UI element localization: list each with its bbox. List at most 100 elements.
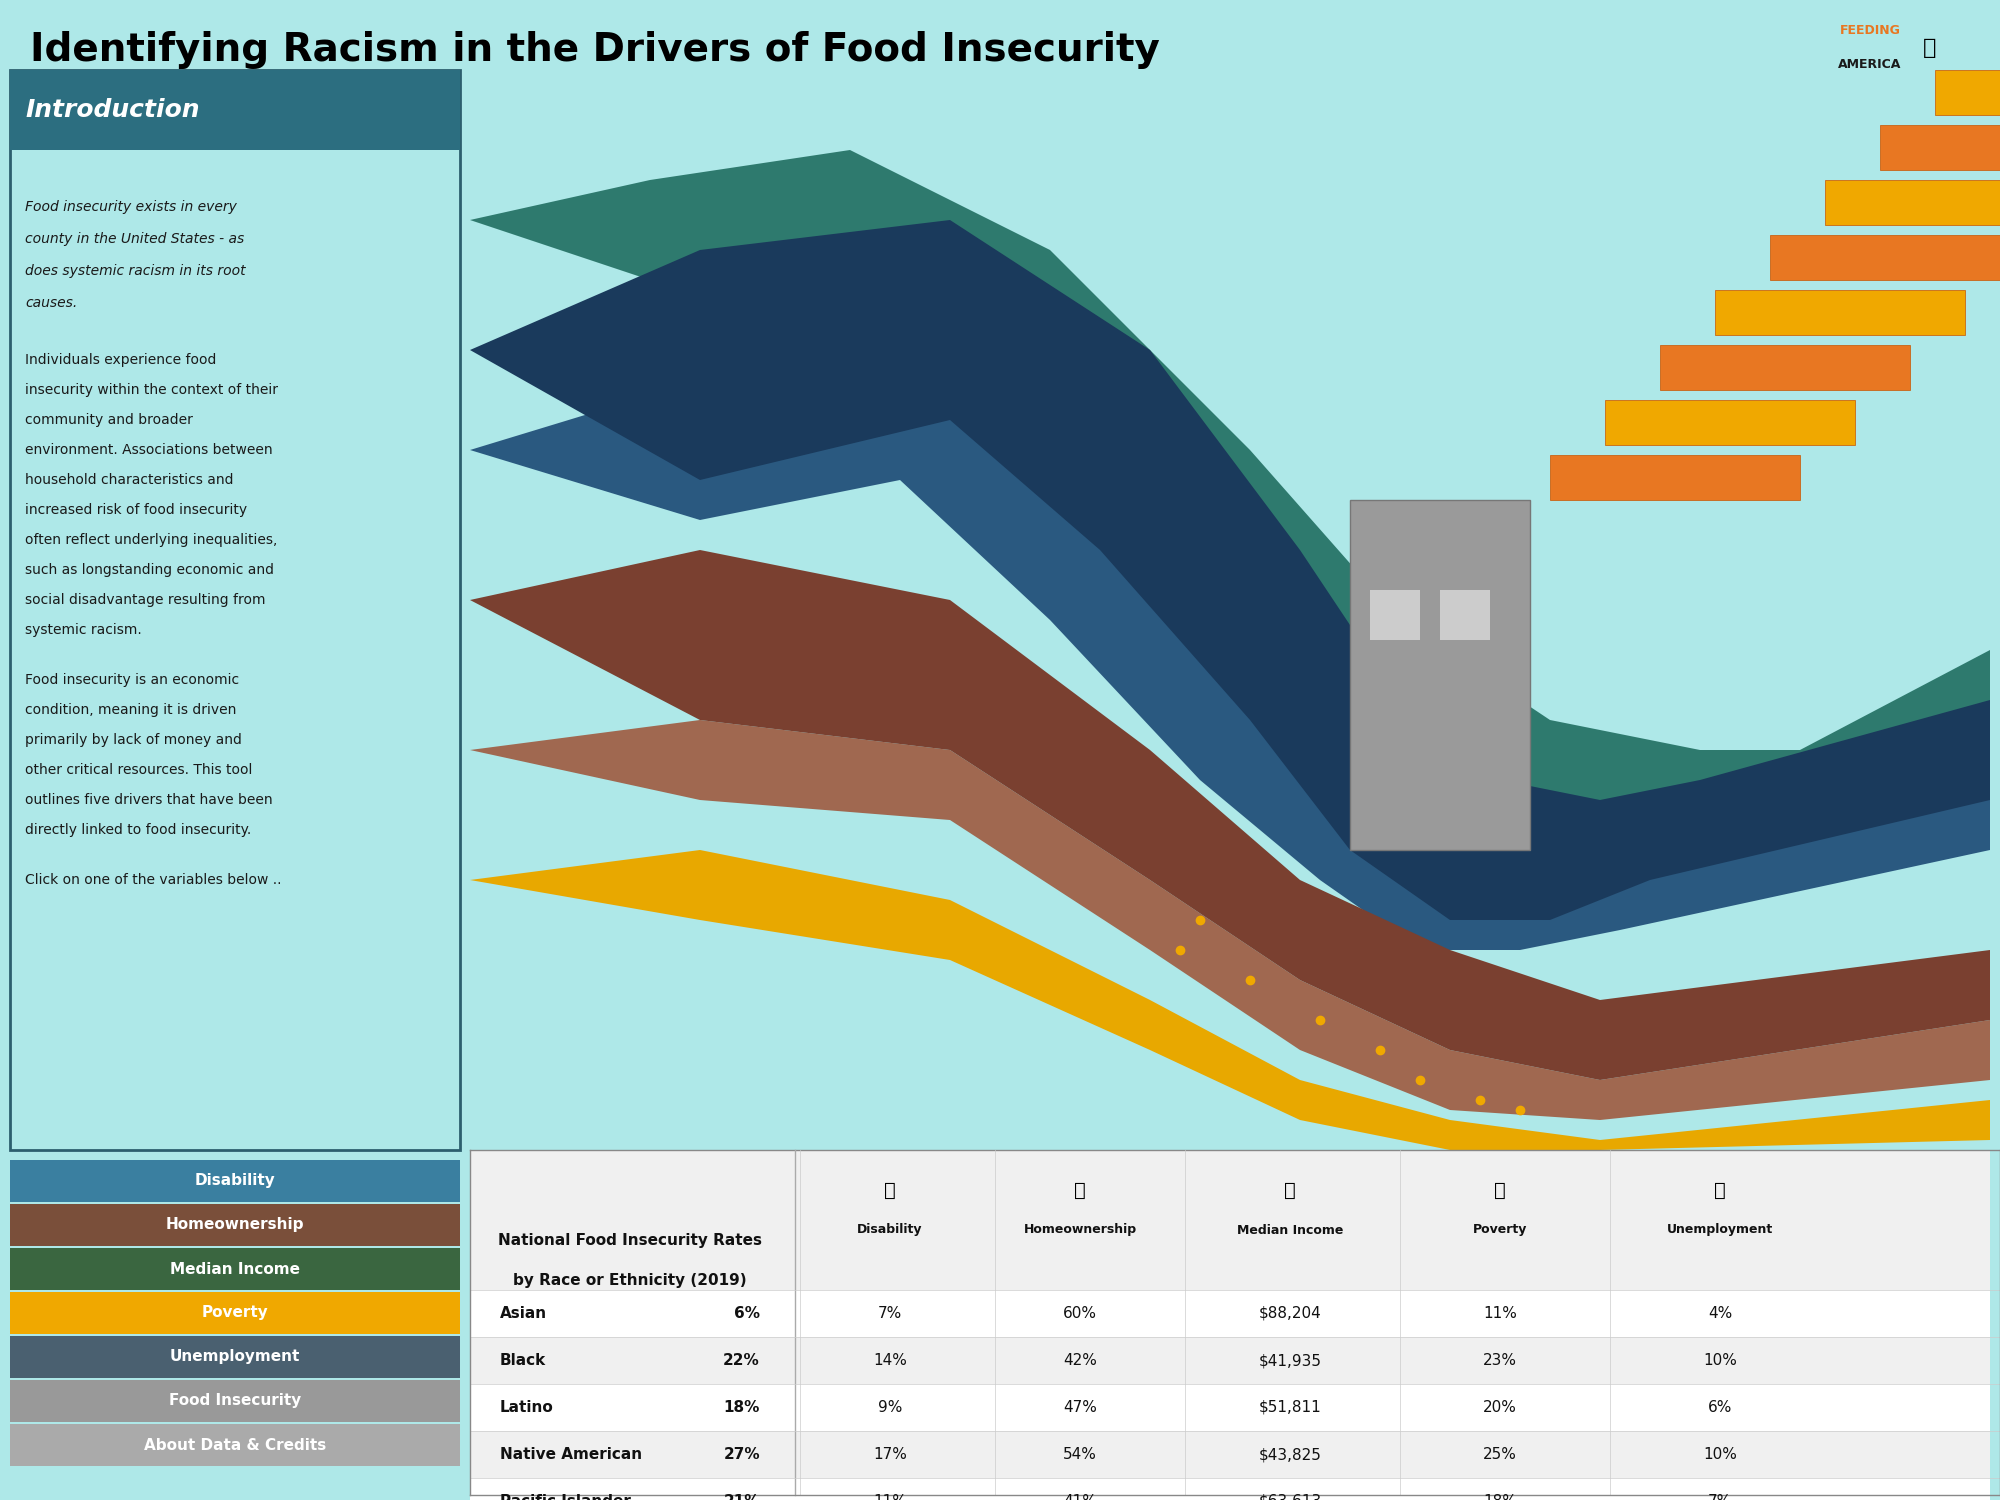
Text: social disadvantage resulting from: social disadvantage resulting from bbox=[24, 592, 266, 608]
Text: 10%: 10% bbox=[1704, 1353, 1736, 1368]
Text: county in the United States - as: county in the United States - as bbox=[24, 232, 244, 246]
Text: AMERICA: AMERICA bbox=[1838, 58, 1902, 72]
Text: 41%: 41% bbox=[1064, 1494, 1096, 1500]
Bar bbox=[10, 1204, 460, 1246]
Text: 20%: 20% bbox=[1484, 1400, 1516, 1414]
Text: 7%: 7% bbox=[878, 1306, 902, 1322]
Text: 10%: 10% bbox=[1704, 1448, 1736, 1462]
Text: 🌾: 🌾 bbox=[1924, 38, 1936, 58]
Text: Identifying Racism in the Drivers of Food Insecurity: Identifying Racism in the Drivers of Foo… bbox=[30, 32, 1160, 69]
Text: Introduction: Introduction bbox=[24, 98, 200, 122]
Text: Food Insecurity: Food Insecurity bbox=[168, 1394, 302, 1408]
Text: directly linked to food insecurity.: directly linked to food insecurity. bbox=[24, 824, 252, 837]
Text: often reflect underlying inequalities,: often reflect underlying inequalities, bbox=[24, 532, 278, 548]
Text: Pacific Islander: Pacific Islander bbox=[500, 1494, 630, 1500]
Bar bbox=[1880, 124, 2000, 170]
Text: About Data & Credits: About Data & Credits bbox=[144, 1437, 326, 1452]
Text: primarily by lack of money and: primarily by lack of money and bbox=[24, 734, 242, 747]
Text: 18%: 18% bbox=[1484, 1494, 1516, 1500]
Text: Disability: Disability bbox=[858, 1224, 922, 1236]
Text: Homeownership: Homeownership bbox=[1024, 1224, 1136, 1236]
Text: 11%: 11% bbox=[1484, 1306, 1516, 1322]
Bar bbox=[1936, 70, 2000, 116]
Bar bbox=[10, 1424, 460, 1466]
Text: Latino: Latino bbox=[500, 1400, 554, 1414]
Text: 11%: 11% bbox=[874, 1494, 906, 1500]
Bar bbox=[470, 1336, 1990, 1384]
PathPatch shape bbox=[470, 220, 1990, 920]
Text: 17%: 17% bbox=[874, 1448, 906, 1462]
Text: Food insecurity exists in every: Food insecurity exists in every bbox=[24, 200, 236, 214]
Bar bbox=[1780, 0, 1980, 100]
Bar bbox=[1350, 500, 1530, 850]
Text: Median Income: Median Income bbox=[1236, 1224, 1344, 1236]
Text: Unemployment: Unemployment bbox=[170, 1350, 300, 1365]
Text: $51,811: $51,811 bbox=[1258, 1400, 1322, 1414]
Text: Homeownership: Homeownership bbox=[166, 1218, 304, 1233]
Bar bbox=[10, 1292, 460, 1334]
Bar bbox=[10, 1336, 460, 1378]
Text: 27%: 27% bbox=[724, 1448, 760, 1462]
Bar bbox=[470, 1150, 790, 1350]
Text: 21%: 21% bbox=[724, 1494, 760, 1500]
Bar bbox=[470, 1290, 1990, 1336]
Bar bbox=[1370, 590, 1420, 640]
Text: other critical resources. This tool: other critical resources. This tool bbox=[24, 764, 252, 777]
Text: 🏠: 🏠 bbox=[1074, 1180, 1086, 1200]
Bar bbox=[1770, 236, 2000, 280]
Text: systemic racism.: systemic racism. bbox=[24, 622, 142, 638]
PathPatch shape bbox=[470, 850, 1990, 1150]
Text: Individuals experience food: Individuals experience food bbox=[24, 352, 216, 368]
Text: increased risk of food insecurity: increased risk of food insecurity bbox=[24, 503, 248, 518]
Text: Native American: Native American bbox=[500, 1448, 642, 1462]
Text: 💰: 💰 bbox=[1284, 1180, 1296, 1200]
Text: 25%: 25% bbox=[1484, 1448, 1516, 1462]
PathPatch shape bbox=[470, 550, 1990, 1080]
Text: condition, meaning it is driven: condition, meaning it is driven bbox=[24, 704, 236, 717]
Text: National Food Insecurity Rates: National Food Insecurity Rates bbox=[498, 1233, 762, 1248]
Text: community and broader: community and broader bbox=[24, 413, 192, 428]
Bar bbox=[470, 70, 1990, 1150]
Text: environment. Associations between: environment. Associations between bbox=[24, 442, 272, 458]
Text: 💲: 💲 bbox=[1494, 1180, 1506, 1200]
PathPatch shape bbox=[470, 350, 1990, 950]
Text: 22%: 22% bbox=[724, 1353, 760, 1368]
Text: $88,204: $88,204 bbox=[1258, 1306, 1322, 1322]
Text: insecurity within the context of their: insecurity within the context of their bbox=[24, 382, 278, 398]
Bar bbox=[470, 1150, 1990, 1496]
Bar bbox=[10, 1160, 460, 1202]
Text: household characteristics and: household characteristics and bbox=[24, 472, 234, 488]
Bar bbox=[10, 70, 460, 1150]
Text: FEEDING: FEEDING bbox=[1840, 24, 1900, 36]
Bar bbox=[470, 1384, 1990, 1431]
Text: Poverty: Poverty bbox=[202, 1305, 268, 1320]
Bar bbox=[10, 1380, 460, 1422]
PathPatch shape bbox=[470, 150, 1990, 821]
Text: ➕: ➕ bbox=[884, 1180, 896, 1200]
Text: Unemployment: Unemployment bbox=[1666, 1224, 1774, 1236]
Bar bbox=[470, 1431, 1990, 1478]
Text: 42%: 42% bbox=[1064, 1353, 1096, 1368]
Bar bbox=[10, 70, 460, 150]
Bar bbox=[1440, 590, 1490, 640]
Text: 4%: 4% bbox=[1708, 1306, 1732, 1322]
Text: 🧳: 🧳 bbox=[1714, 1180, 1726, 1200]
Text: Poverty: Poverty bbox=[1472, 1224, 1528, 1236]
PathPatch shape bbox=[470, 720, 1990, 1120]
Text: $63,613: $63,613 bbox=[1258, 1494, 1322, 1500]
Text: 18%: 18% bbox=[724, 1400, 760, 1414]
Text: 54%: 54% bbox=[1064, 1448, 1096, 1462]
Bar bbox=[10, 1248, 460, 1290]
Text: 6%: 6% bbox=[734, 1306, 760, 1322]
Text: such as longstanding economic and: such as longstanding economic and bbox=[24, 562, 274, 578]
Text: Median Income: Median Income bbox=[170, 1262, 300, 1276]
Text: $43,825: $43,825 bbox=[1258, 1448, 1322, 1462]
Text: 60%: 60% bbox=[1064, 1306, 1096, 1322]
Text: 14%: 14% bbox=[874, 1353, 906, 1368]
Text: by Race or Ethnicity (2019): by Race or Ethnicity (2019) bbox=[514, 1272, 746, 1287]
Text: 7%: 7% bbox=[1708, 1494, 1732, 1500]
Text: Click on one of the variables below ..: Click on one of the variables below .. bbox=[24, 873, 282, 886]
Text: Disability: Disability bbox=[194, 1173, 276, 1188]
Bar bbox=[1550, 454, 1800, 500]
Text: 47%: 47% bbox=[1064, 1400, 1096, 1414]
